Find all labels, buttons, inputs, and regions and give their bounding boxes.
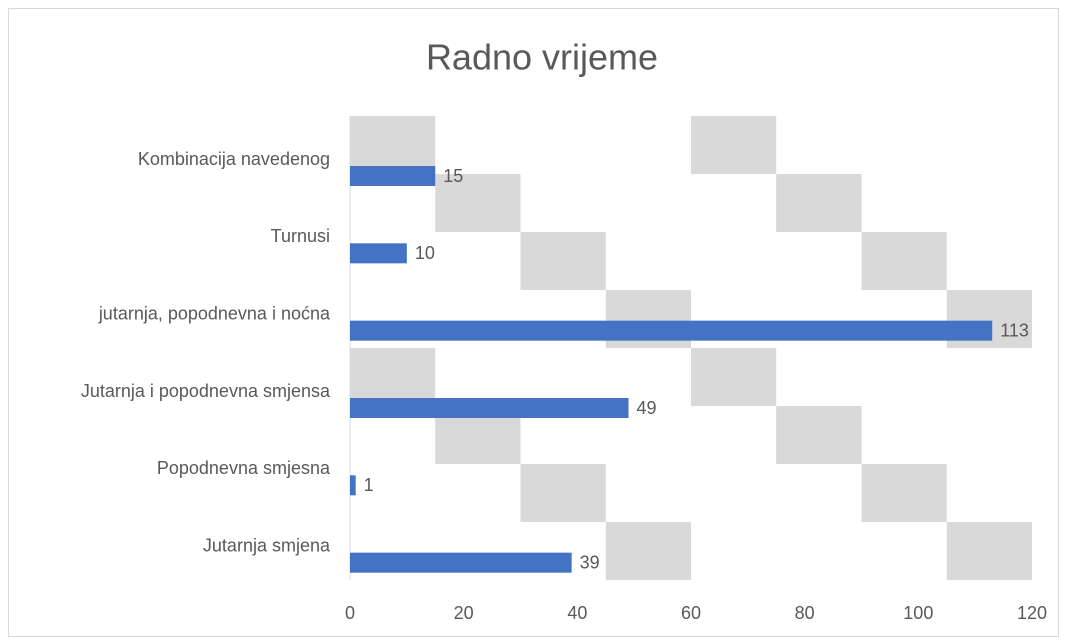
y-tick-label: Jutarnja i popodnevna smjensa bbox=[81, 381, 331, 401]
y-tick-label: Kombinacija navedenog bbox=[138, 149, 330, 169]
chart-title: Radno vrijeme bbox=[426, 37, 658, 78]
y-tick-label: jutarnja, popodnevna i noćna bbox=[98, 303, 331, 323]
data-label: 49 bbox=[636, 398, 656, 418]
y-tick-label: Popodnevna smjesna bbox=[157, 458, 331, 478]
bar bbox=[350, 475, 356, 496]
x-tick-label: 100 bbox=[903, 603, 933, 623]
x-tick-label: 40 bbox=[567, 603, 587, 623]
data-label: 10 bbox=[415, 243, 435, 263]
x-tick-label: 60 bbox=[681, 603, 701, 623]
bar bbox=[350, 166, 436, 186]
bar bbox=[350, 552, 572, 573]
bar bbox=[350, 320, 993, 341]
y-tick-label: Jutarnja smjena bbox=[203, 535, 331, 555]
x-tick-label: 20 bbox=[454, 603, 474, 623]
bar bbox=[350, 398, 629, 418]
plot-background bbox=[350, 116, 1032, 580]
data-label: 15 bbox=[443, 166, 463, 186]
data-label: 1 bbox=[364, 475, 374, 495]
bar bbox=[350, 243, 407, 264]
y-tick-label: Turnusi bbox=[271, 226, 330, 246]
data-label: 39 bbox=[580, 552, 600, 572]
x-tick-label: 120 bbox=[1017, 603, 1047, 623]
data-label: 113 bbox=[1000, 320, 1029, 340]
x-tick-label: 0 bbox=[345, 603, 355, 623]
x-tick-label: 80 bbox=[795, 603, 815, 623]
